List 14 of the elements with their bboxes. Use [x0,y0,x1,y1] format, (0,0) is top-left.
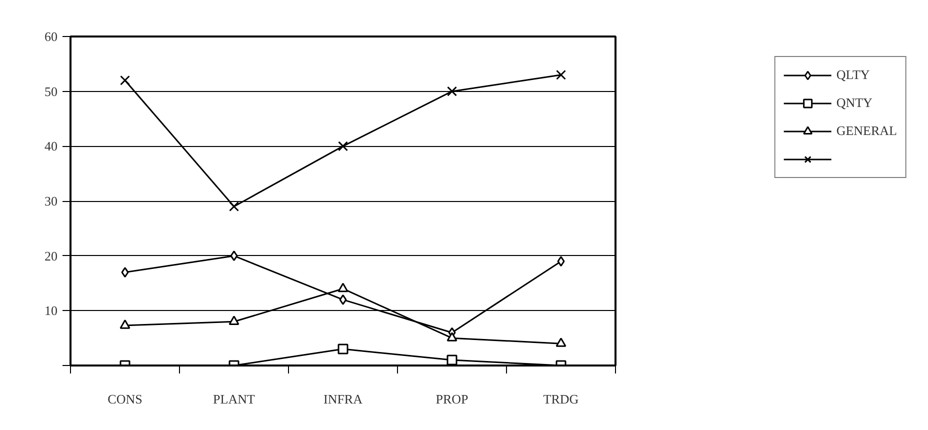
y-tick-label: 30 [44,194,58,208]
legend-label: QLTY [836,67,870,83]
x-tick-label: PLANT [213,392,256,406]
y-tick-label: 20 [44,248,58,264]
x-tick-label: INFRA [323,392,364,406]
x-tick-label: PROP [436,392,468,406]
legend-label: QNTY [836,95,872,111]
x-tick-label: CONS [108,392,142,406]
y-tick-label: 50 [44,84,58,99]
y-tick-label: 60 [44,29,58,44]
y-tick-label: 40 [44,138,58,154]
legend-label: GENERAL [836,123,897,139]
x-tick-label: TRDG [543,392,579,406]
y-tick-label: 10 [44,303,58,318]
